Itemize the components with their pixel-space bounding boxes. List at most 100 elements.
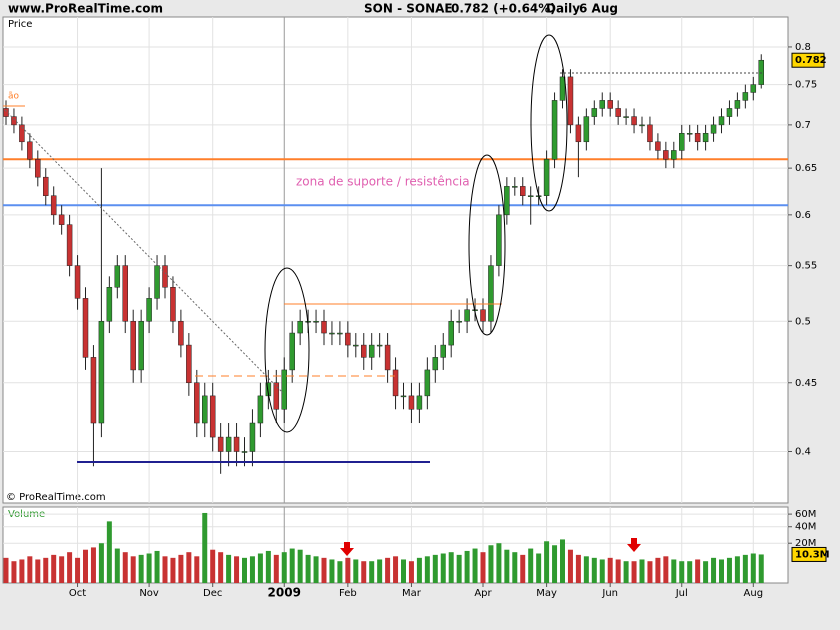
- y-tick-label: 0.7: [795, 120, 811, 131]
- price-panel: [2, 16, 789, 504]
- x-tick-label: Oct: [69, 588, 86, 599]
- red-arrow: [627, 538, 641, 552]
- volume-bar: [345, 557, 351, 583]
- volume-bar: [170, 557, 176, 583]
- y-tick-label: 40M: [795, 522, 816, 533]
- candle-body: [512, 186, 518, 188]
- volume-bar: [695, 559, 701, 583]
- volume-bar: [98, 543, 104, 583]
- volume-bar: [671, 559, 677, 583]
- candle-body: [575, 124, 582, 143]
- candle-body: [273, 382, 280, 410]
- candle-body: [353, 344, 359, 347]
- volume-bar: [560, 539, 565, 583]
- volume-bar: [703, 561, 709, 583]
- candle-body: [718, 116, 725, 126]
- y-tick-label: 0.4: [795, 446, 811, 457]
- candle-body: [384, 344, 391, 371]
- volume-bar: [742, 554, 748, 583]
- x-tick-label: Nov: [139, 588, 159, 599]
- candle-body: [281, 369, 287, 410]
- candle-body: [551, 100, 558, 160]
- marks: 0.782 10.3M: [3, 52, 830, 583]
- volume-bar: [353, 559, 359, 583]
- volume-bar: [162, 556, 168, 583]
- volume-bar: [75, 557, 81, 583]
- quote: 0.782 (+0.64%): [451, 2, 556, 16]
- candle-body: [591, 108, 598, 117]
- candle-body: [98, 321, 105, 424]
- volume-bar: [249, 556, 255, 583]
- candle-body: [249, 422, 256, 452]
- candle-body: [337, 332, 343, 335]
- candle-body: [448, 321, 454, 346]
- volume-bar: [639, 559, 645, 583]
- candle-body: [655, 141, 661, 151]
- volume-bar: [385, 557, 391, 583]
- candle-body: [233, 436, 240, 452]
- candle-body: [702, 133, 709, 143]
- candle-body: [225, 436, 232, 452]
- candle-body: [694, 133, 701, 143]
- x-tick-label: Jun: [601, 588, 618, 599]
- volume-bar: [114, 548, 120, 583]
- candle-body: [19, 124, 25, 143]
- volume-bar: [297, 549, 303, 583]
- symbol: SON - SONAE: [364, 2, 453, 16]
- candle-body: [66, 224, 73, 266]
- candle-body: [3, 108, 9, 117]
- candle-body: [599, 100, 605, 109]
- volume-bar: [416, 557, 422, 583]
- candle-body: [27, 141, 33, 160]
- candle-body: [146, 298, 152, 322]
- copyright: © ProRealTime.com: [6, 492, 106, 503]
- volume-bar: [599, 559, 605, 583]
- y-tick-label: 0.75: [795, 80, 817, 91]
- volume-bar: [719, 559, 724, 583]
- volume-bar: [615, 559, 621, 583]
- candle-body: [186, 344, 192, 384]
- volume-bar: [726, 557, 732, 583]
- volume-bar: [432, 554, 438, 583]
- candle-body: [416, 395, 423, 410]
- volume-bar: [528, 548, 534, 583]
- candle-body: [202, 395, 208, 424]
- candle-body: [488, 265, 494, 322]
- candle-body: [329, 332, 335, 335]
- volume-bar: [35, 559, 41, 583]
- date: 6 Aug: [579, 2, 618, 16]
- candle-body: [440, 344, 446, 358]
- y-tick-label: 0.5: [795, 316, 811, 327]
- volume-bar: [480, 552, 486, 583]
- candle-body: [496, 214, 502, 266]
- volume-bar: [154, 550, 160, 583]
- volume-bar: [186, 552, 192, 583]
- candle-body: [82, 298, 89, 358]
- volume-bar: [106, 521, 112, 583]
- volume-bar: [393, 556, 399, 583]
- candle-body: [456, 321, 462, 323]
- candle-body: [615, 108, 621, 117]
- volume-bar: [607, 557, 613, 583]
- candle-body: [639, 124, 645, 127]
- candle-body: [559, 76, 566, 101]
- site: www.ProRealTime.com: [8, 2, 163, 16]
- volume-bar: [440, 553, 446, 583]
- candle-body: [520, 186, 526, 196]
- candle-body: [43, 176, 49, 196]
- volume-bar: [321, 557, 327, 583]
- volume-bar: [210, 549, 216, 583]
- corner-note: ão: [8, 92, 20, 102]
- volume-bar: [544, 541, 550, 583]
- candle-body: [734, 100, 741, 109]
- candle-body: [217, 436, 224, 452]
- candle-body: [257, 395, 264, 424]
- volume-bar: [130, 556, 136, 583]
- volume-bar: [750, 553, 756, 583]
- volume-bar: [369, 561, 375, 583]
- candle-body: [106, 287, 113, 322]
- candle-body: [50, 195, 57, 216]
- volume-bar: [90, 547, 96, 583]
- candle-body: [623, 116, 629, 118]
